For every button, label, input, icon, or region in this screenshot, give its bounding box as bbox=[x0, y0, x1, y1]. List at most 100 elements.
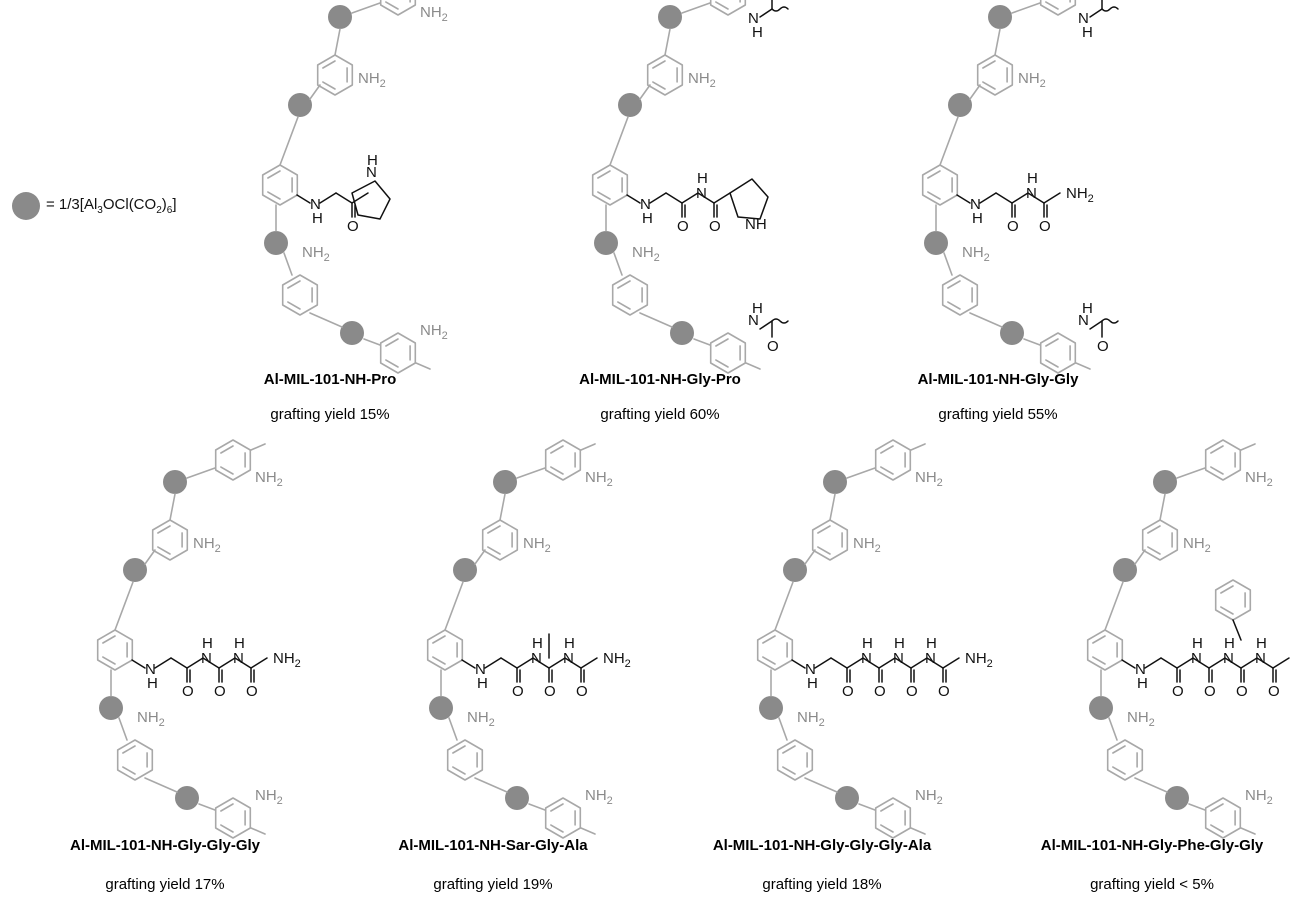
chain-bond bbox=[516, 657, 534, 669]
linker-bond bbox=[994, 28, 1001, 56]
ring-inner-bond bbox=[1147, 525, 1173, 555]
amide-h-label: H bbox=[752, 300, 763, 317]
metal-node bbox=[658, 5, 682, 29]
benzene-ring bbox=[611, 274, 649, 316]
amine-label: NH2 bbox=[1245, 787, 1273, 807]
chain-bond bbox=[335, 192, 353, 204]
amide-h-label: H bbox=[972, 210, 983, 227]
chain-bond bbox=[484, 657, 502, 669]
amine-label: NH2 bbox=[585, 787, 613, 807]
amide-n-label: N bbox=[145, 661, 156, 678]
oxygen-label: O bbox=[182, 683, 194, 700]
structure-name: Al-MIL-101-NH-Gly-Pro bbox=[579, 371, 741, 388]
linker-bond bbox=[639, 84, 651, 100]
chain-bond bbox=[532, 657, 550, 669]
structure-name: Al-MIL-101-NH-Gly-Gly-Gly bbox=[69, 837, 261, 854]
grafting-yield: grafting yield < 5% bbox=[1090, 876, 1214, 893]
nitrogen-label: N bbox=[233, 650, 244, 667]
methyl-bond bbox=[1240, 443, 1256, 451]
linker-bond bbox=[144, 549, 156, 565]
chain-bond bbox=[580, 657, 598, 669]
ring-inner-bond bbox=[1210, 803, 1236, 833]
ring-inner-bond bbox=[652, 60, 678, 90]
hydrogen-label: H bbox=[926, 635, 937, 652]
benzene-ring bbox=[261, 164, 299, 206]
structure-name: Al-MIL-101-NH-Sar-Gly-Ala bbox=[398, 837, 588, 854]
metal-node bbox=[988, 5, 1012, 29]
amine-label: NH2 bbox=[1127, 709, 1155, 729]
linker-bond bbox=[144, 777, 178, 793]
ring-inner-bond bbox=[982, 60, 1008, 90]
amide-h-label: H bbox=[807, 675, 818, 692]
benzene-ring bbox=[1106, 739, 1144, 781]
linker-bond bbox=[1023, 338, 1041, 346]
benzene-ring bbox=[646, 54, 684, 96]
linker-bond bbox=[829, 493, 836, 521]
chain-bond bbox=[154, 657, 172, 669]
structure-name: Al-MIL-101-NH-Gly-Gly-Gly-Ala bbox=[712, 837, 932, 854]
nitrogen-label: N bbox=[925, 650, 936, 667]
ring-inner-bond bbox=[1045, 0, 1071, 10]
linker-bond bbox=[351, 2, 381, 14]
nitrogen-label: N bbox=[531, 650, 542, 667]
nitrogen-label: N bbox=[1255, 650, 1266, 667]
benzene-ring bbox=[379, 332, 417, 374]
linker-bond bbox=[1011, 2, 1041, 14]
grafting-yield: grafting yield 18% bbox=[762, 876, 882, 893]
caption-7: Al-MIL-101-NH-Gly-Phe-Gly-Gly grafting y… bbox=[987, 837, 1291, 893]
linker-bond bbox=[609, 116, 629, 166]
aniline-bond bbox=[131, 659, 146, 669]
linker-bond bbox=[198, 803, 216, 811]
benzene-ring bbox=[1141, 519, 1179, 561]
ring-inner-bond bbox=[322, 60, 348, 90]
metal-node bbox=[175, 786, 199, 810]
chain-bond bbox=[1160, 657, 1178, 669]
ring-inner-bond bbox=[1220, 585, 1246, 615]
amine-label: NH2 bbox=[193, 535, 221, 555]
chain-bond bbox=[697, 192, 715, 204]
oxygen-label: O bbox=[347, 218, 359, 235]
oxygen-label: O bbox=[709, 218, 721, 235]
metal-node bbox=[924, 231, 948, 255]
amide-n-label: N bbox=[310, 196, 321, 213]
metal-node bbox=[783, 558, 807, 582]
hydrogen-label: H bbox=[894, 635, 905, 652]
grafting-yield: grafting yield 17% bbox=[105, 876, 225, 893]
methyl-bond bbox=[580, 827, 596, 835]
metal-node bbox=[1165, 786, 1189, 810]
amide-n-label: N bbox=[748, 10, 759, 27]
linker-bond bbox=[169, 493, 176, 521]
amide-h-label: H bbox=[477, 675, 488, 692]
legend-label: = 1/3[Al3OCl(CO2)6] bbox=[46, 196, 177, 216]
benzene-ring bbox=[116, 739, 154, 781]
oxygen-label: O bbox=[1007, 218, 1019, 235]
aniline-bond bbox=[626, 194, 641, 204]
chain-bond bbox=[186, 657, 204, 669]
benzyl-bond bbox=[1232, 619, 1242, 641]
amide-h-label: H bbox=[752, 24, 763, 41]
amine-label: NH2 bbox=[255, 787, 283, 807]
linker-bond bbox=[613, 252, 623, 276]
ring-inner-bond bbox=[947, 280, 973, 310]
amide-n-label: N bbox=[475, 661, 486, 678]
ring-inner-bond bbox=[782, 745, 808, 775]
benzene-ring bbox=[591, 164, 629, 206]
metal-node bbox=[1153, 470, 1177, 494]
amine-label: NH2 bbox=[962, 244, 990, 264]
chain-bond bbox=[665, 192, 683, 204]
benzene-ring bbox=[316, 54, 354, 96]
oxygen-label: O bbox=[1268, 683, 1280, 700]
linker-bond bbox=[1188, 803, 1206, 811]
metal-node bbox=[505, 786, 529, 810]
ring-inner-bond bbox=[287, 280, 313, 310]
ring-inner-bond bbox=[385, 338, 411, 368]
hydrogen-label: H bbox=[564, 635, 575, 652]
metal-node bbox=[670, 321, 694, 345]
nitrogen-label: N bbox=[366, 164, 377, 181]
structure-name: Al-MIL-101-NH-Pro bbox=[263, 371, 397, 388]
benzene-ring bbox=[1086, 629, 1124, 671]
nitrogen-label: N bbox=[563, 650, 574, 667]
chain-bond bbox=[1144, 657, 1162, 669]
oxygen-label: O bbox=[214, 683, 226, 700]
